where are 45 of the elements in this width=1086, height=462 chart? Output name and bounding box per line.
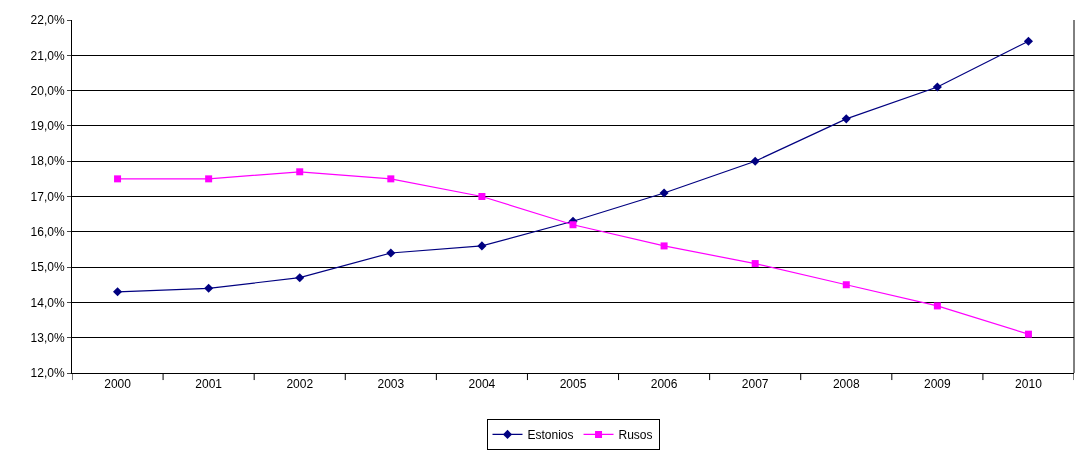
point: [750, 156, 760, 166]
point: [295, 273, 305, 283]
point: [113, 287, 123, 297]
point: [659, 188, 669, 198]
x-tick-label: 2006: [650, 377, 678, 392]
point: [205, 175, 213, 183]
x-tick-label: 2008: [832, 377, 860, 392]
point: [296, 168, 304, 176]
y-tick-label: 16,0%: [30, 225, 65, 239]
point: [386, 248, 396, 258]
point: [569, 221, 577, 229]
point: [387, 175, 395, 183]
point: [841, 114, 851, 124]
y-tick-label: 19,0%: [30, 119, 65, 134]
x-tick-label: 2000: [104, 377, 132, 392]
x-tick-label: 2005: [559, 377, 587, 392]
x-tick-label: 2003: [377, 377, 405, 392]
y-tick-label: 22,0%: [30, 13, 65, 28]
y-tick-label: 13,0%: [30, 330, 65, 345]
x-tick-label: 2007: [741, 377, 769, 392]
x-tick-label: 2001: [195, 377, 223, 392]
y-tick-label: 12,0%: [30, 366, 65, 381]
point: [204, 283, 214, 293]
x-tick-label: 2002: [286, 377, 314, 392]
point: [932, 82, 942, 92]
point: [114, 175, 122, 183]
point: [933, 302, 941, 310]
point: [842, 281, 850, 289]
legend-label: Estonios: [527, 428, 574, 443]
x-tick-label: 2004: [468, 377, 496, 392]
y-tick-label: 20,0%: [30, 83, 65, 98]
point: [477, 241, 487, 251]
y-tick-label: 21,0%: [30, 48, 65, 63]
point: [1023, 36, 1033, 46]
y-tick-label: 15,0%: [30, 260, 65, 275]
legend-label: Rusos: [618, 428, 653, 443]
y-tick-label: 18,0%: [30, 154, 65, 169]
point: [1024, 330, 1032, 338]
y-tick-label: 14,0%: [30, 295, 65, 310]
y-tick-label: 17,0%: [30, 189, 65, 204]
point: [660, 242, 668, 250]
x-tick-label: 2009: [924, 377, 952, 392]
point: [751, 260, 759, 268]
point: [478, 193, 486, 200]
x-tick-label: 2010: [1015, 377, 1043, 392]
